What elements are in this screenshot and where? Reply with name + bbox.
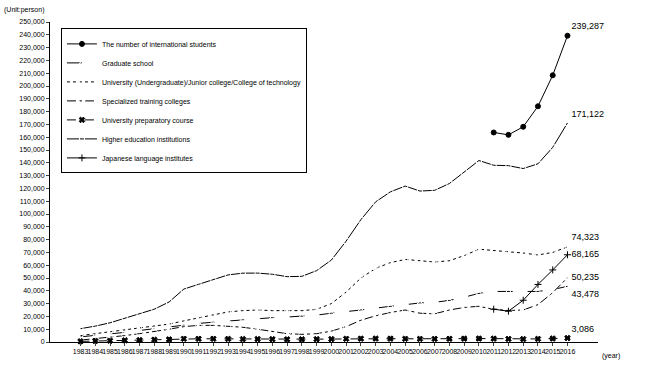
- svg-text:140,000: 140,000: [19, 159, 44, 166]
- svg-text:70,000: 70,000: [23, 249, 45, 256]
- svg-text:(Unit:person): (Unit:person): [4, 6, 44, 14]
- svg-text:240,000: 240,000: [19, 31, 44, 38]
- svg-text:1989: 1989: [161, 348, 177, 355]
- svg-text:120,000: 120,000: [19, 185, 44, 192]
- svg-text:80,000: 80,000: [23, 236, 45, 243]
- svg-text:University (Undergraduate)/Jun: University (Undergraduate)/Junior colleg…: [102, 79, 301, 87]
- svg-text:60,000: 60,000: [23, 262, 45, 269]
- svg-text:3,086: 3,086: [572, 324, 595, 334]
- svg-text:74,323: 74,323: [572, 232, 600, 242]
- svg-text:1990: 1990: [176, 348, 192, 355]
- svg-text:The number of international st: The number of international students: [102, 41, 217, 48]
- svg-text:2010: 2010: [471, 348, 487, 355]
- svg-text:1998: 1998: [294, 348, 310, 355]
- svg-text:1985: 1985: [102, 348, 118, 355]
- svg-text:171,122: 171,122: [572, 109, 605, 119]
- svg-text:180,000: 180,000: [19, 108, 44, 115]
- svg-text:130,000: 130,000: [19, 172, 44, 179]
- svg-text:160,000: 160,000: [19, 134, 44, 141]
- svg-text:20,000: 20,000: [23, 313, 45, 320]
- svg-text:2003: 2003: [368, 348, 384, 355]
- svg-text:2011: 2011: [486, 348, 501, 355]
- svg-text:1995: 1995: [250, 348, 266, 355]
- svg-text:1992: 1992: [206, 348, 222, 355]
- svg-text:50,235: 50,235: [572, 272, 600, 282]
- svg-text:150,000: 150,000: [19, 146, 44, 153]
- svg-text:0: 0: [41, 338, 45, 345]
- svg-text:Specialized training colleges: Specialized training colleges: [102, 98, 191, 106]
- svg-text:1984: 1984: [87, 348, 103, 355]
- svg-text:10,000: 10,000: [23, 326, 45, 333]
- svg-text:1993: 1993: [220, 348, 236, 355]
- svg-text:210,000: 210,000: [19, 70, 44, 77]
- svg-text:30,000: 30,000: [23, 300, 45, 307]
- svg-text:2016: 2016: [560, 348, 576, 355]
- svg-text:2009: 2009: [456, 348, 472, 355]
- svg-text:250,000: 250,000: [19, 18, 44, 25]
- svg-text:239,287: 239,287: [572, 21, 605, 31]
- svg-text:1999: 1999: [309, 348, 325, 355]
- svg-text:2005: 2005: [397, 348, 413, 355]
- svg-text:220,000: 220,000: [19, 57, 44, 64]
- svg-text:100,000: 100,000: [19, 210, 44, 217]
- svg-text:2007: 2007: [427, 348, 443, 355]
- svg-text:110,000: 110,000: [20, 198, 45, 205]
- svg-text:90,000: 90,000: [23, 223, 45, 230]
- svg-text:2001: 2001: [338, 348, 354, 355]
- svg-text:43,478: 43,478: [572, 289, 600, 299]
- svg-text:68,165: 68,165: [572, 249, 600, 259]
- svg-text:University preparatory course: University preparatory course: [102, 117, 194, 125]
- svg-text:2000: 2000: [324, 348, 340, 355]
- svg-text:1996: 1996: [265, 348, 281, 355]
- svg-text:1991: 1991: [191, 348, 207, 355]
- svg-text:2015: 2015: [545, 348, 561, 355]
- svg-text:1994: 1994: [235, 348, 251, 355]
- svg-text:2004: 2004: [383, 348, 399, 355]
- svg-text:2012: 2012: [501, 348, 517, 355]
- svg-text:1988: 1988: [147, 348, 163, 355]
- svg-text:Graduate school: Graduate school: [102, 60, 154, 67]
- svg-text:170,000: 170,000: [19, 121, 44, 128]
- svg-text:190,000: 190,000: [19, 95, 44, 102]
- svg-text:2008: 2008: [442, 348, 458, 355]
- svg-text:(year): (year): [602, 352, 620, 360]
- svg-text:Japanese language institutes: Japanese language institutes: [102, 155, 193, 163]
- svg-text:50,000: 50,000: [23, 274, 45, 281]
- svg-text:Higher education institutions: Higher education institutions: [102, 136, 190, 144]
- svg-text:2002: 2002: [353, 348, 369, 355]
- svg-text:230,000: 230,000: [19, 44, 44, 51]
- svg-text:2013: 2013: [515, 348, 531, 355]
- svg-text:1986: 1986: [117, 348, 133, 355]
- svg-text:1987: 1987: [132, 348, 148, 355]
- svg-text:1983: 1983: [73, 348, 89, 355]
- svg-text:2006: 2006: [412, 348, 428, 355]
- svg-text:2014: 2014: [530, 348, 546, 355]
- svg-text:1997: 1997: [279, 348, 295, 355]
- svg-text:40,000: 40,000: [23, 287, 45, 294]
- svg-text:200,000: 200,000: [19, 82, 44, 89]
